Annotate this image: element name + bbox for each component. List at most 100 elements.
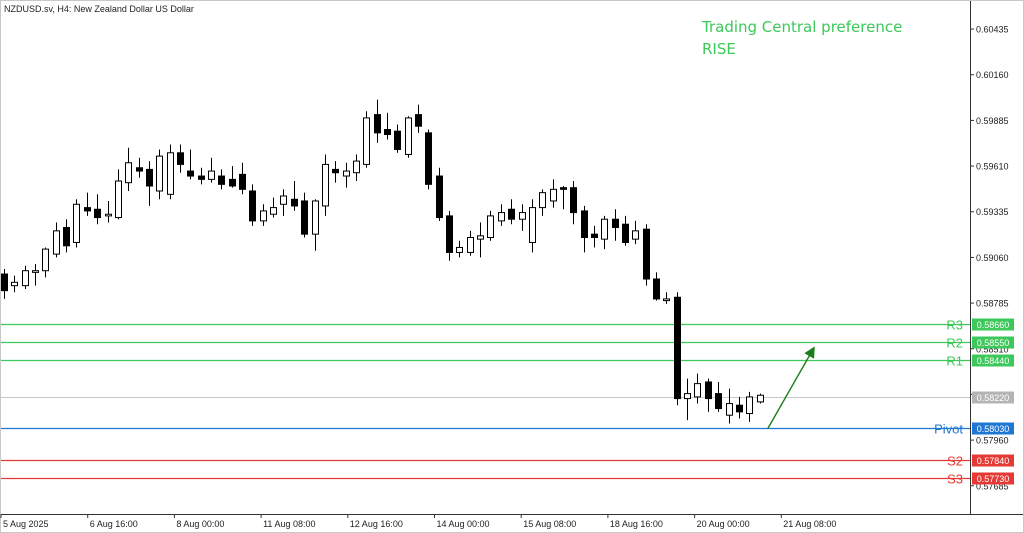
candle [353, 154, 360, 182]
candle-body-down [446, 215, 453, 253]
level-label-r1: R1 [946, 354, 963, 369]
candle [105, 200, 112, 223]
candle [726, 388, 733, 424]
candle [498, 204, 505, 226]
candle-body-up [726, 403, 733, 416]
candle [260, 204, 267, 226]
candle [456, 240, 463, 258]
candle [125, 147, 132, 191]
candle-body-down [425, 132, 432, 185]
candle [32, 264, 39, 286]
candle [177, 144, 184, 173]
candle-body-down [653, 278, 660, 300]
y-tick-label: 0.60160 [976, 70, 1009, 80]
candle-body-down [622, 223, 629, 243]
candle [249, 184, 256, 226]
level-price-value-pivot: 0.58030 [977, 424, 1010, 434]
candle [715, 381, 722, 412]
candle-body-up [601, 218, 608, 240]
pivot-levels: R3 R2 R1 Pivot S2 S3 [1, 318, 970, 487]
candle-body-down [146, 168, 153, 187]
candle-body-up [270, 207, 277, 215]
candle-body-up [42, 248, 49, 272]
candle-body-down [198, 175, 205, 180]
level-price-tag-r1 [972, 354, 1014, 367]
candle [374, 99, 381, 143]
level-price-value-r3: 0.58660 [977, 320, 1010, 330]
y-tick-label: 0.59335 [976, 207, 1009, 217]
candle-body-up [757, 394, 764, 403]
candle [663, 292, 670, 304]
candle-body-up [353, 160, 360, 174]
candle [529, 199, 536, 253]
candle-body-down [249, 190, 256, 222]
candle-body-up [363, 117, 370, 165]
candle [591, 225, 598, 248]
candle [167, 144, 174, 200]
candle [405, 116, 412, 158]
candle-body-down [218, 175, 225, 185]
candle [653, 272, 660, 301]
candle-body-down [591, 233, 598, 238]
candle-body-up [280, 195, 287, 205]
level-price-value-s2: 0.57840 [977, 456, 1010, 466]
candle [632, 220, 639, 245]
candle [156, 149, 163, 200]
candle [332, 161, 339, 183]
candle [146, 161, 153, 206]
candle-body-down [374, 114, 381, 134]
candle-body-down [94, 208, 101, 219]
candle [322, 154, 329, 216]
x-tick-label: 11 Aug 08:00 [263, 519, 315, 529]
candle [539, 189, 546, 216]
x-tick-label: 5 Aug 2025 [3, 519, 49, 529]
candle-body-down [570, 187, 577, 214]
candle [53, 222, 60, 258]
current-price-tag [972, 391, 1014, 404]
candle [11, 275, 18, 293]
candle [467, 230, 474, 256]
candle-body-up [487, 215, 494, 238]
candle-body-up [405, 117, 412, 155]
candle [115, 169, 122, 220]
candle [757, 393, 764, 404]
rise-arrow [767, 346, 815, 429]
candle-body-down [332, 168, 339, 174]
candle [63, 219, 70, 253]
candle-body-up [115, 180, 122, 219]
candle-body-up [167, 152, 174, 195]
candle-body-up [684, 393, 691, 400]
level-price-value-r2: 0.58550 [977, 338, 1010, 348]
candle [508, 199, 515, 225]
preference-direction: RISE [702, 40, 736, 58]
candle-body-down [715, 393, 722, 410]
candle-body-up [343, 170, 350, 177]
candle-body-down [384, 129, 391, 136]
candle-body-up [467, 236, 474, 253]
y-tick-label: 0.58785 [976, 299, 1009, 309]
candle-body-down [560, 187, 567, 190]
level-price-tag-r3 [972, 318, 1014, 331]
candle-body-down [612, 218, 619, 229]
candle [42, 247, 49, 278]
candle-body-down [239, 173, 246, 190]
candle-body-up [260, 210, 267, 222]
candle-body-up [632, 230, 639, 240]
candle [705, 378, 712, 412]
candle [239, 162, 246, 195]
candle-body-down [63, 227, 70, 247]
candle-body-up [663, 298, 670, 302]
candle-body-up [477, 235, 484, 240]
candle [612, 209, 619, 241]
candle [394, 124, 401, 153]
candle [643, 224, 650, 286]
candle-body-up [694, 383, 701, 398]
candle-body-up [11, 281, 18, 287]
candle [1, 269, 8, 299]
candle [622, 215, 629, 246]
candle-body-down [674, 296, 681, 400]
candle [746, 391, 753, 422]
level-tags: 0.58660 0.58550 0.58440 0.58030 0.57840 0.577… [972, 318, 1014, 485]
candle-body-down [643, 228, 650, 280]
